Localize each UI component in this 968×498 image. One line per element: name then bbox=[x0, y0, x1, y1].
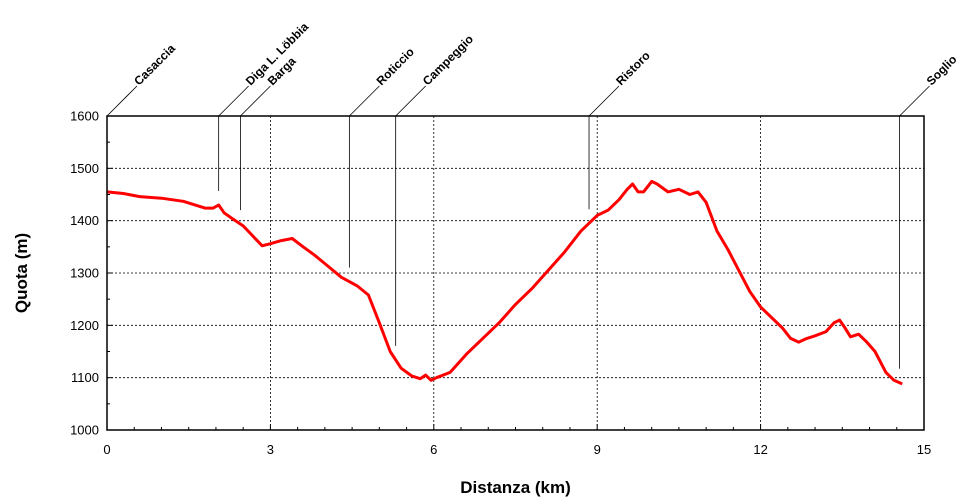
waypoint-label: Casaccia bbox=[131, 41, 178, 88]
waypoint-leader-line bbox=[588, 85, 620, 117]
y-tick-label: 1000 bbox=[70, 423, 99, 438]
x-tick-label: 0 bbox=[103, 442, 110, 457]
waypoint-leader-line bbox=[395, 85, 426, 117]
waypoint-leader-line bbox=[106, 85, 138, 117]
waypoint-leader-line bbox=[899, 85, 930, 117]
y-tick-label: 1200 bbox=[70, 318, 99, 333]
waypoint-label: Roticcio bbox=[374, 45, 417, 88]
x-tick-label: 9 bbox=[594, 442, 601, 457]
waypoint-leader-line bbox=[349, 85, 380, 117]
x-axis-title: Distanza (km) bbox=[460, 478, 571, 497]
x-tick-label: 12 bbox=[753, 442, 767, 457]
waypoint-leader-line bbox=[240, 85, 271, 117]
grid bbox=[107, 116, 924, 430]
waypoint-leader-line bbox=[218, 85, 249, 117]
x-tick-label: 15 bbox=[917, 442, 931, 457]
y-tick-label: 1600 bbox=[70, 109, 99, 124]
waypoint-label: Campeggio bbox=[420, 32, 476, 88]
waypoint-label: Ristoro bbox=[613, 49, 653, 89]
y-axis-title: Quota (m) bbox=[12, 233, 31, 313]
waypoint-marker-lines bbox=[106, 85, 930, 369]
x-tick-label: 6 bbox=[430, 442, 437, 457]
x-tick-label: 3 bbox=[267, 442, 274, 457]
axis-ticks: 0 3 6 9 12 15 1000 1100 1200 1300 1400 1500 1600 bbox=[70, 109, 931, 458]
y-tick-label: 1300 bbox=[70, 266, 99, 281]
y-tick-label: 1500 bbox=[70, 161, 99, 176]
elevation-series-line bbox=[106, 179, 903, 386]
y-tick-label: 1100 bbox=[71, 370, 99, 385]
y-tick-label: 1400 bbox=[70, 213, 99, 228]
waypoint-label: Soglio bbox=[924, 52, 960, 88]
